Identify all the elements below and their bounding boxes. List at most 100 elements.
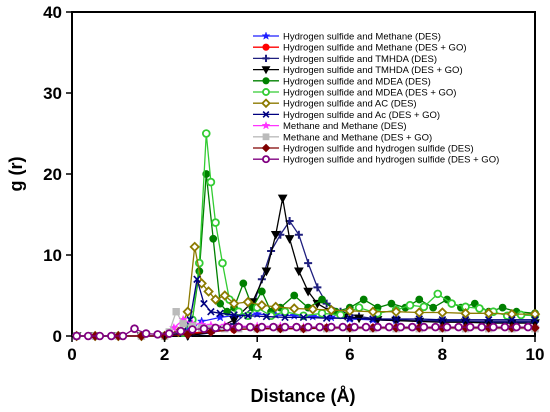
y-axis-ticks: 0 10 20 30 40 (43, 3, 72, 346)
data-point (460, 308, 471, 319)
data-point (415, 315, 424, 323)
data-point (280, 322, 290, 332)
data-point (304, 259, 313, 268)
data-point (245, 322, 255, 332)
y-tick-label: 20 (43, 165, 62, 184)
series-layer (71, 129, 541, 342)
legend-item: Hydrogen sulfide and TMHDA (DES) (253, 54, 437, 65)
data-point (130, 324, 139, 334)
data-point (244, 311, 252, 320)
data-point (413, 307, 425, 318)
legend-label: Hydrogen sulfide and AC (DES) (283, 99, 417, 110)
data-point (294, 230, 303, 239)
data-point (454, 322, 463, 332)
data-point (299, 313, 308, 322)
data-point (390, 306, 402, 317)
data-point (262, 88, 270, 96)
legend-label: Hydrogen sulfide and Methane (DES + GO) (283, 43, 467, 54)
data-point (530, 323, 540, 333)
data-point (500, 322, 510, 332)
data-point (242, 296, 254, 308)
data-point (292, 322, 301, 332)
data-point (531, 316, 539, 324)
legend-item: Hydrogen sulfide and MDEA (DES + GO) (253, 88, 456, 99)
x-tick-label: 0 (67, 345, 76, 364)
series-line (76, 133, 536, 337)
data-point (419, 302, 429, 312)
data-point (239, 279, 248, 288)
legend-label: Methane and Methane (DES) (283, 121, 407, 132)
data-point (350, 322, 359, 332)
data-point (396, 322, 406, 332)
data-point (218, 258, 227, 268)
y-tick-label: 10 (43, 246, 62, 265)
data-point (405, 300, 415, 310)
data-point (431, 322, 440, 332)
legend-label: Hydrogen sulfide and Methane (DES) (283, 32, 441, 43)
data-point (284, 235, 295, 244)
data-point (354, 303, 364, 312)
data-point (261, 267, 272, 277)
legend-label: Hydrogen sulfide and MDEA (DES + GO) (283, 88, 456, 99)
data-point (387, 299, 396, 308)
legend-item: Hydrogen sulfide and hydrogen sulfide (D… (253, 144, 474, 155)
data-point (484, 316, 493, 324)
series-12 (72, 322, 533, 341)
legend-item: Hydrogen sulfide and hydrogen sulfide (D… (253, 155, 499, 166)
y-tick-label: 30 (43, 84, 62, 103)
data-point (95, 331, 105, 341)
data-point (210, 294, 221, 305)
data-point (206, 177, 216, 187)
data-point (384, 322, 394, 332)
y-axis-title: g (r) (6, 157, 26, 192)
data-point (346, 314, 354, 322)
data-point (303, 287, 313, 297)
data-point (419, 322, 429, 332)
data-point (219, 290, 231, 301)
data-point (465, 322, 475, 332)
x-tick-label: 4 (252, 345, 262, 364)
data-point (261, 98, 271, 109)
data-point (438, 316, 447, 324)
legend-item: Hydrogen sulfide and Methane (DES) (253, 31, 441, 43)
series-line (76, 326, 529, 337)
data-point (153, 330, 162, 339)
data-point (234, 322, 243, 332)
data-point (199, 324, 209, 334)
data-point (256, 299, 268, 311)
x-tick-label: 10 (526, 345, 545, 364)
data-point (179, 320, 187, 328)
data-point (338, 322, 348, 332)
data-point (461, 316, 470, 324)
data-point (523, 322, 533, 332)
data-point (72, 331, 81, 341)
data-point (176, 326, 186, 336)
data-point (189, 241, 200, 253)
data-point (182, 306, 194, 317)
data-point (475, 304, 484, 313)
legend-item: Hydrogen sulfide and Methane (DES + GO) (253, 43, 467, 54)
data-point (262, 110, 270, 118)
data-point (489, 322, 498, 332)
data-point (359, 295, 368, 304)
data-point (257, 287, 266, 296)
data-point (261, 31, 271, 40)
data-point (211, 323, 220, 333)
data-point (262, 133, 270, 141)
data-point (470, 299, 479, 308)
data-point (361, 322, 371, 332)
data-point (261, 66, 271, 75)
legend: Hydrogen sulfide and Methane (DES)Hydrog… (253, 31, 499, 166)
data-point (222, 322, 232, 332)
data-point (415, 295, 424, 304)
data-point (216, 299, 225, 308)
legend-item: Hydrogen sulfide and AC (DES) (253, 98, 417, 110)
data-point (270, 301, 281, 313)
data-point (203, 286, 214, 297)
data-point (483, 308, 494, 319)
data-point (257, 322, 267, 332)
y-tick-label: 0 (53, 327, 62, 346)
data-point (141, 329, 151, 338)
data-point (516, 310, 526, 320)
